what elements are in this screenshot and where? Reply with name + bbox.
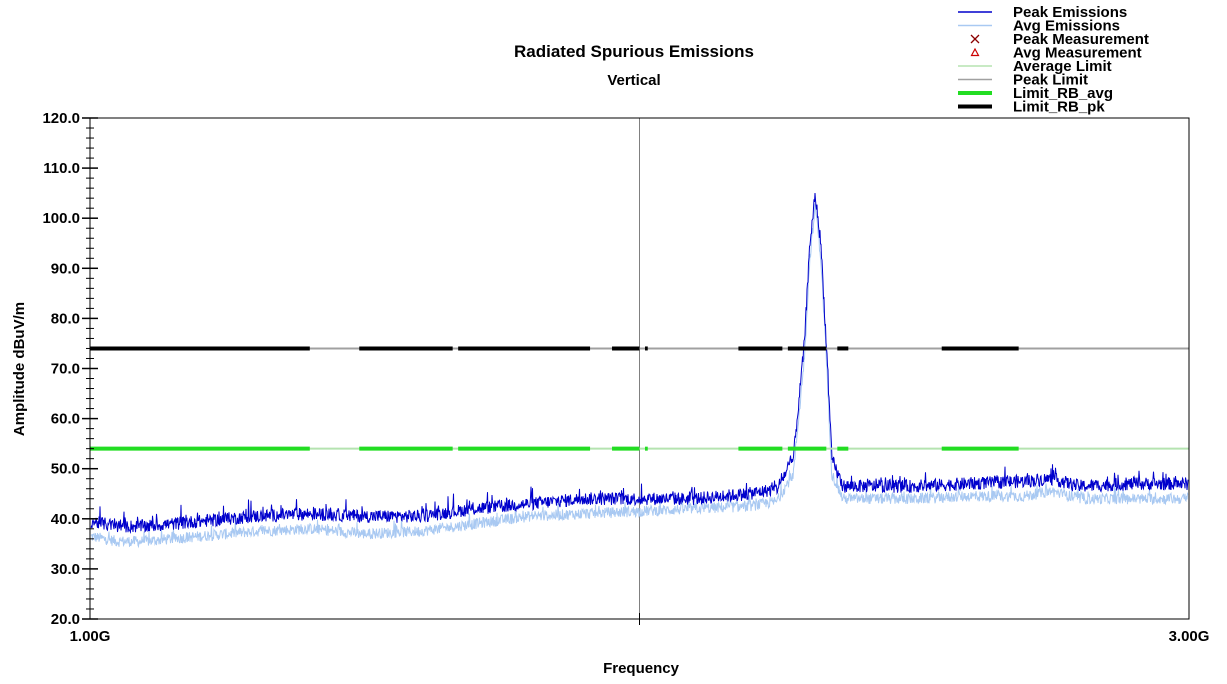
y-axis-label: Amplitude dBuV/m [11, 302, 28, 436]
legend-label: Avg Measurement [1013, 45, 1142, 62]
legend-marker-x [970, 34, 980, 44]
legend-label: Peak Emissions [1013, 4, 1127, 21]
y-tick-label: 50.0 [51, 461, 80, 478]
y-tick-label: 90.0 [51, 260, 80, 277]
legend-label: Limit_RB_pk [1013, 99, 1105, 116]
legend-label: Average Limit [1013, 58, 1112, 75]
y-tick-label: 100.0 [42, 210, 80, 227]
y-tick-label: 120.0 [42, 110, 80, 127]
legend-label: Peak Limit [1013, 72, 1088, 89]
legend-label: Limit_RB_avg [1013, 85, 1113, 102]
x-tick-label: 3.00G [1169, 628, 1210, 645]
avg-emissions-line [90, 203, 1189, 549]
y-tick-label: 20.0 [51, 611, 80, 628]
chart-subtitle: Vertical [607, 72, 660, 89]
x-axis-label: Frequency [603, 660, 680, 677]
x-tick-label: 1.00G [70, 628, 111, 645]
y-tick-label: 110.0 [43, 160, 80, 177]
y-tick-label: 80.0 [51, 310, 80, 327]
chart-title: Radiated Spurious Emissions [514, 42, 754, 61]
legend-marker-triangle [970, 47, 980, 57]
peak-emissions-line [90, 192, 1189, 535]
y-tick-label: 40.0 [51, 511, 80, 528]
y-tick-label: 70.0 [51, 361, 80, 378]
legend-label: Peak Measurement [1013, 31, 1149, 48]
y-tick-label: 60.0 [51, 411, 80, 428]
legend-label: Avg Emissions [1013, 18, 1120, 35]
y-tick-label: 30.0 [51, 561, 80, 578]
